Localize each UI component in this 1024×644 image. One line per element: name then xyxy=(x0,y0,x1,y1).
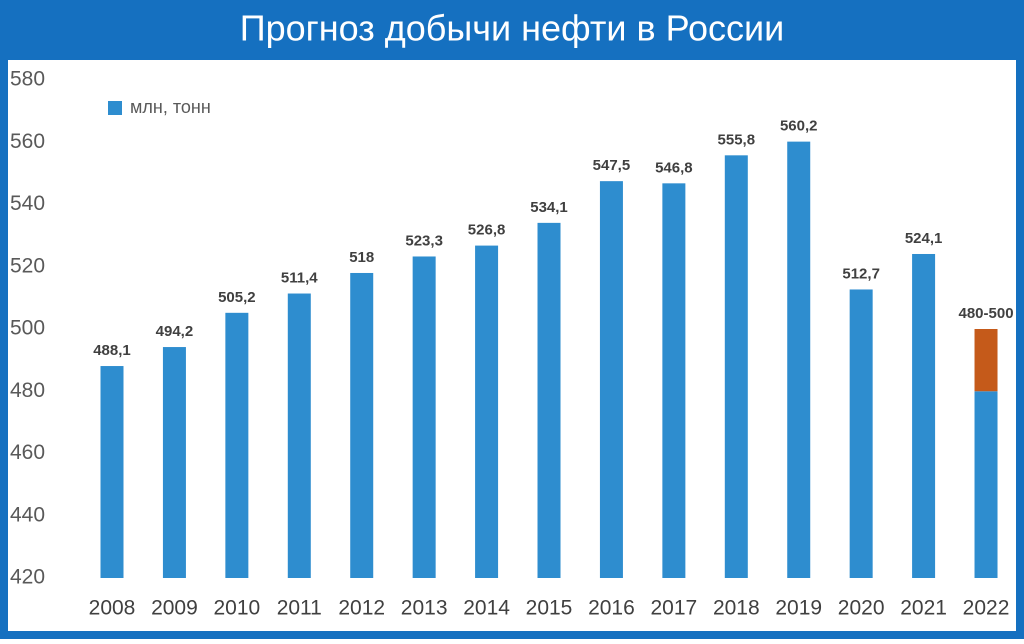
x-tick-label: 2009 xyxy=(151,597,198,620)
y-tick-label: 540 xyxy=(10,192,45,215)
x-tick-label: 2015 xyxy=(526,597,573,620)
bar xyxy=(225,312,249,578)
x-tick-label: 2011 xyxy=(277,597,322,620)
x-tick-label: 2013 xyxy=(401,597,448,620)
x-tick-label: 2012 xyxy=(338,597,385,620)
y-tick-label: 520 xyxy=(10,254,45,277)
bar xyxy=(662,183,686,578)
chart-title: Прогноз добычи нефти в России xyxy=(240,8,785,49)
data-label: 547,5 xyxy=(593,157,631,174)
legend-swatch xyxy=(108,101,122,115)
x-tick-label: 2014 xyxy=(463,597,510,620)
bar xyxy=(974,391,998,578)
data-label: 488,1 xyxy=(93,342,131,359)
bar xyxy=(412,256,436,578)
x-tick-label: 2016 xyxy=(588,597,635,620)
bar xyxy=(599,181,623,578)
x-tick-label: 2022 xyxy=(963,597,1010,620)
y-tick-label: 480 xyxy=(10,379,45,402)
bar xyxy=(849,289,873,578)
bar xyxy=(787,141,811,578)
data-label: 560,2 xyxy=(780,118,818,135)
bar xyxy=(974,329,998,392)
x-tick-label: 2021 xyxy=(900,597,947,620)
data-label: 511,4 xyxy=(281,269,318,286)
legend-label: млн, тонн xyxy=(130,97,211,117)
data-label: 526,8 xyxy=(468,222,506,239)
bar xyxy=(537,222,561,578)
bar xyxy=(724,155,748,578)
bar xyxy=(475,245,499,578)
bar xyxy=(287,293,311,578)
x-tick-label: 2018 xyxy=(713,597,760,620)
x-tick-label: 2017 xyxy=(651,597,698,620)
data-label: 518 xyxy=(349,249,374,266)
bar xyxy=(100,366,124,578)
y-tick-label: 560 xyxy=(10,130,45,153)
y-tick-label: 580 xyxy=(10,68,45,91)
data-label: 534,1 xyxy=(530,199,568,216)
x-tick-label: 2008 xyxy=(89,597,136,620)
y-tick-label: 440 xyxy=(10,503,45,526)
x-tick-label: 2019 xyxy=(775,597,822,620)
y-tick-label: 500 xyxy=(10,317,45,340)
x-tick-label: 2010 xyxy=(214,597,261,620)
bar xyxy=(350,272,374,578)
bar xyxy=(162,347,186,578)
data-label: 480-500 xyxy=(958,305,1013,322)
y-tick-label: 420 xyxy=(10,566,45,589)
x-tick-label: 2020 xyxy=(838,597,885,620)
data-label: 505,2 xyxy=(218,289,256,306)
data-label: 494,2 xyxy=(156,323,194,340)
data-label: 512,7 xyxy=(842,265,880,282)
y-tick-label: 460 xyxy=(10,441,45,464)
data-label: 555,8 xyxy=(718,131,756,148)
data-label: 524,1 xyxy=(905,230,943,247)
data-label: 523,3 xyxy=(405,232,443,249)
bar xyxy=(912,253,936,578)
data-label: 546,8 xyxy=(655,159,693,176)
